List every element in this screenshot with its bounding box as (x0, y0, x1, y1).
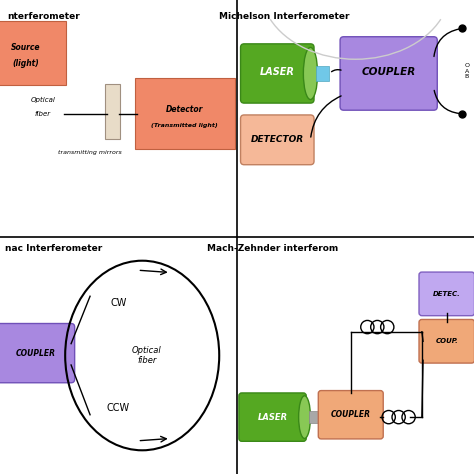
FancyBboxPatch shape (419, 319, 474, 363)
FancyBboxPatch shape (240, 115, 314, 165)
Text: (light): (light) (13, 60, 39, 68)
Text: nac Interferometer: nac Interferometer (5, 244, 102, 253)
Ellipse shape (299, 396, 310, 438)
Text: LASER: LASER (257, 413, 288, 421)
FancyBboxPatch shape (240, 44, 314, 103)
Text: (Transmitted light): (Transmitted light) (152, 123, 218, 128)
Text: CCW: CCW (107, 402, 130, 413)
Text: COUPLER: COUPLER (362, 67, 416, 77)
Text: O
A
B: O A B (465, 63, 470, 80)
FancyBboxPatch shape (340, 37, 437, 110)
Text: CW: CW (110, 298, 127, 309)
FancyBboxPatch shape (106, 84, 119, 138)
Text: LASER: LASER (260, 67, 295, 77)
Text: fiber: fiber (35, 111, 51, 117)
FancyBboxPatch shape (239, 393, 306, 441)
FancyBboxPatch shape (0, 21, 66, 85)
Text: transmitting mirrors: transmitting mirrors (58, 150, 122, 155)
Text: COUPLER: COUPLER (331, 410, 371, 419)
Text: nterferometer: nterferometer (7, 12, 80, 21)
Ellipse shape (303, 47, 318, 100)
Text: Michelson Interferometer: Michelson Interferometer (219, 12, 350, 21)
FancyBboxPatch shape (319, 391, 383, 439)
FancyBboxPatch shape (419, 272, 474, 316)
FancyBboxPatch shape (0, 323, 75, 383)
Text: DETECTOR: DETECTOR (251, 136, 304, 144)
Text: Optical: Optical (30, 97, 55, 103)
FancyBboxPatch shape (316, 66, 329, 81)
Text: Optical
fiber: Optical fiber (132, 346, 162, 365)
Text: DETEC.: DETEC. (433, 291, 461, 297)
FancyBboxPatch shape (309, 411, 321, 423)
Text: Mach-Zehnder interferom: Mach-Zehnder interferom (207, 244, 338, 253)
Text: Source: Source (11, 43, 41, 52)
Text: Detector: Detector (166, 105, 203, 113)
FancyBboxPatch shape (135, 78, 235, 149)
Text: COUPLER: COUPLER (16, 349, 55, 357)
Text: COUP.: COUP. (436, 338, 458, 344)
